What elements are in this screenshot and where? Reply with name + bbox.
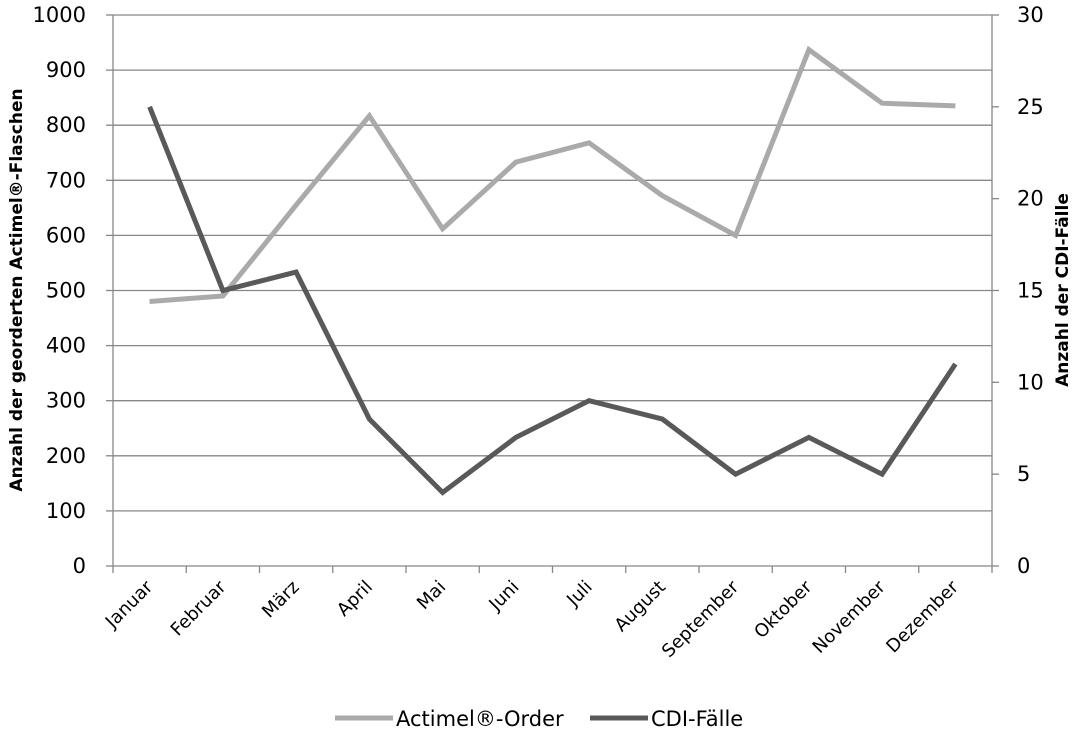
x-tick-label-April: April: [333, 577, 377, 621]
right-tick-label-5: 5: [1017, 462, 1030, 486]
left-tick-label-100: 100: [46, 499, 86, 523]
category-tick-labels: Januar Februar März April Mai Juni Juli AugustS…: [101, 576, 963, 662]
x-tick-label-März: März: [258, 577, 304, 623]
x-tick-label-Juli: Juli: [562, 577, 596, 611]
legend-label-actimel: Actimel®-Order: [396, 707, 564, 731]
left-tick-label-0: 0: [73, 554, 86, 578]
right-tick-label-30: 30: [1017, 3, 1044, 27]
right-tick-label-25: 25: [1017, 95, 1044, 119]
right-axis-tick-labels: 0 5 10 15 20 25 30: [1017, 3, 1044, 578]
legend-label-cdi: CDI-Fälle: [651, 707, 743, 731]
left-tick-label-700: 700: [46, 168, 86, 192]
x-tick-label-November: November: [809, 576, 890, 657]
left-tick-label-400: 400: [46, 334, 86, 358]
left-tick-label-200: 200: [46, 444, 86, 468]
left-tick-label-300: 300: [46, 389, 86, 413]
x-tick-label-August: August: [611, 577, 670, 636]
legend: Actimel®-Order CDI-Fälle: [335, 707, 743, 731]
x-tick-label-Juni: Juni: [484, 577, 523, 616]
right-tick-label-0: 0: [1017, 554, 1030, 578]
series-line-cdi-faelle: [147, 105, 958, 496]
x-tick-label-Oktober: Oktober: [750, 576, 817, 643]
left-tick-label-500: 500: [46, 279, 86, 303]
series-lines: [147, 45, 958, 496]
x-tick-label-Mai: Mai: [413, 577, 450, 614]
x-tick-label-Februar: Februar: [167, 576, 231, 640]
left-tick-label-600: 600: [46, 223, 86, 247]
x-tick-label-Januar: Januar: [101, 576, 158, 633]
right-axis-title: Anzahl der CDI-Fälle: [1053, 193, 1073, 387]
right-tick-label-20: 20: [1017, 187, 1044, 211]
axes: [106, 14, 999, 573]
gridlines: [113, 14, 992, 512]
left-axis-tick-labels: 0 100 200 300 400 500 600 700 800 900 1000: [33, 3, 86, 578]
x-tick-label-September: September: [658, 576, 744, 662]
left-tick-label-900: 900: [46, 58, 86, 82]
left-tick-label-1000: 1000: [33, 3, 86, 27]
right-tick-label-15: 15: [1017, 279, 1044, 303]
right-tick-label-10: 10: [1017, 370, 1044, 394]
left-axis-title: Anzahl der georderten Actimel®-Flaschen: [7, 88, 27, 491]
left-tick-label-800: 800: [46, 113, 86, 137]
x-tick-label-Dezember: Dezember: [882, 576, 963, 657]
series-line-actimel-order: [149, 45, 956, 304]
